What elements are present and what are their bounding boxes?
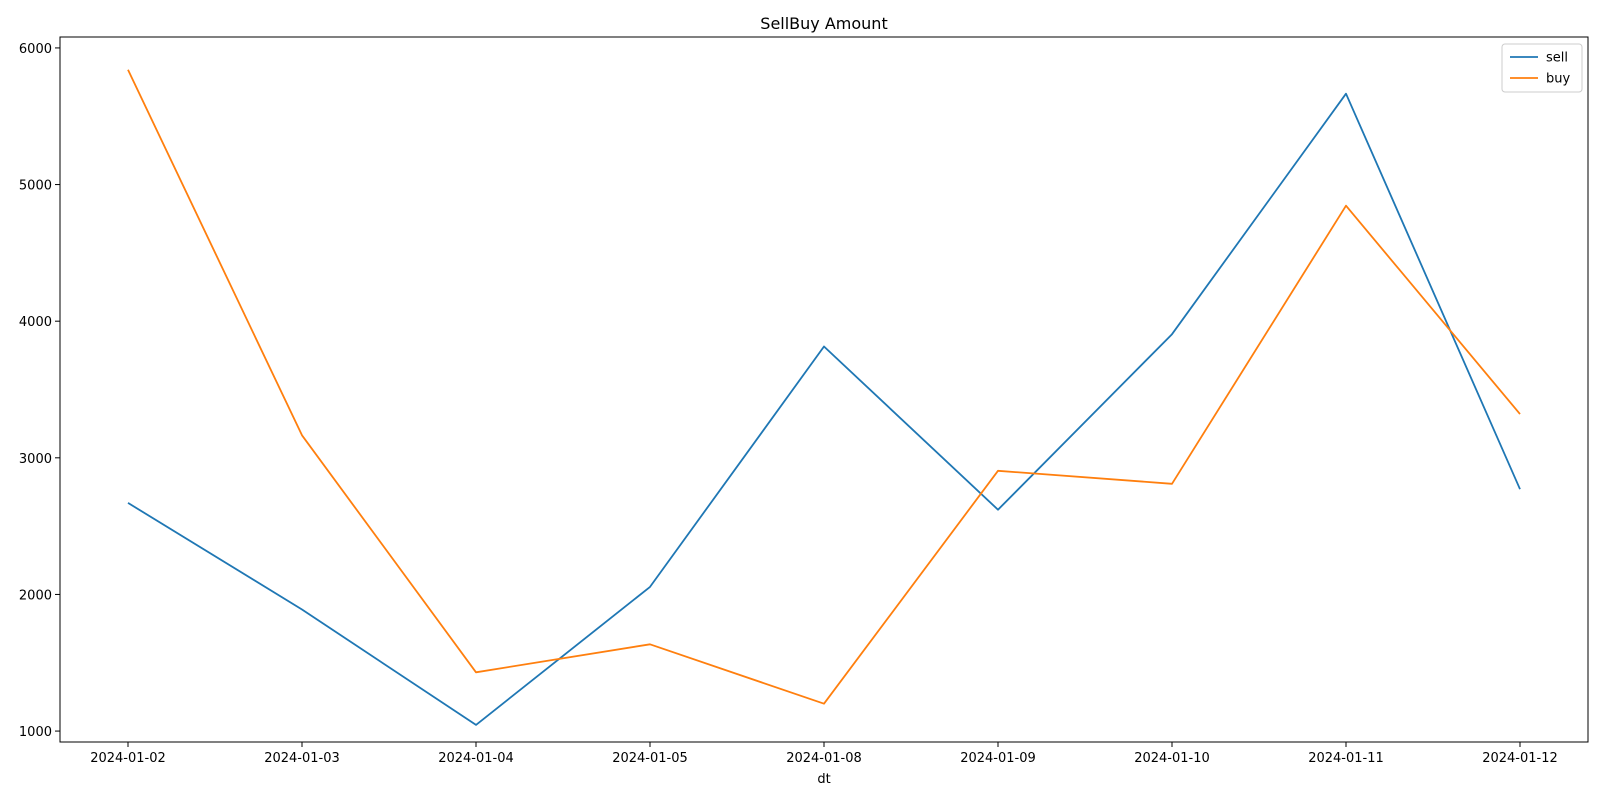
x-tick-label: 2024-01-10	[1134, 751, 1210, 766]
x-axis: 2024-01-02 2024-01-03 2024-01-04 2024-01-05…	[90, 742, 1558, 766]
chart-title: SellBuy Amount	[760, 14, 887, 33]
x-tick-label: 2024-01-04	[438, 751, 514, 766]
series-line-sell	[127, 92, 1521, 726]
y-tick-label: 5000	[19, 179, 52, 194]
y-axis: 1000 2000 3000 4000 5000 6000	[19, 42, 60, 740]
y-tick-label: 4000	[19, 315, 52, 330]
x-tick-label: 2024-01-08	[786, 751, 862, 766]
y-tick-label: 3000	[19, 452, 52, 467]
y-tick-label: 2000	[19, 588, 52, 603]
legend-box	[1501, 43, 1583, 93]
series-line-buy	[127, 69, 1521, 705]
plot-frame	[59, 36, 1589, 743]
x-tick-label: 2024-01-02	[90, 751, 166, 766]
legend-items: sell buy	[1510, 51, 1570, 87]
legend-label-sell: sell	[1546, 51, 1568, 66]
x-tick-label: 2024-01-11	[1308, 751, 1384, 766]
x-tick-label: 2024-01-03	[264, 751, 340, 766]
legend-label-buy: buy	[1546, 72, 1570, 87]
legend: sell buy	[1501, 43, 1583, 93]
x-tick-label: 2024-01-12	[1482, 751, 1558, 766]
x-axis-label: dt	[817, 772, 830, 787]
x-tick-label: 2024-01-09	[960, 751, 1036, 766]
y-tick-label: 1000	[19, 725, 52, 740]
series-layer	[127, 69, 1521, 726]
x-tick-label: 2024-01-05	[612, 751, 688, 766]
y-tick-label: 6000	[19, 42, 52, 57]
